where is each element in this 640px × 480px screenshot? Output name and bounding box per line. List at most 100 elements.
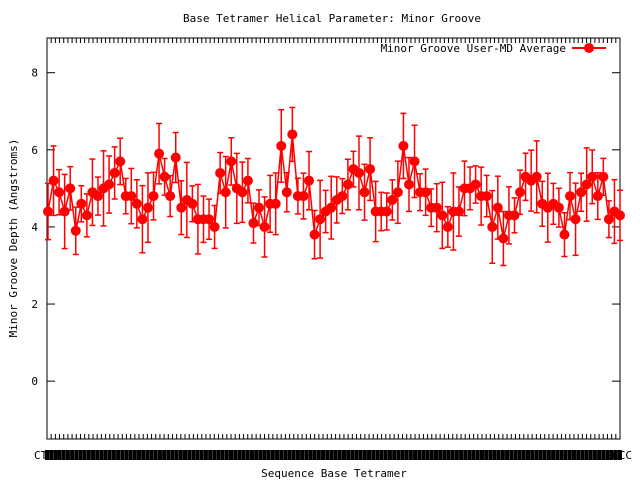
- x-tick-label-glyph: [224, 450, 229, 460]
- x-tick-label-glyph: [555, 450, 560, 460]
- series-minor-groove: [43, 106, 625, 267]
- x-tick-label-glyph: [70, 450, 75, 460]
- x-tick-label-glyph: [367, 450, 372, 460]
- x-tick-label-glyph: [613, 450, 618, 460]
- data-point: [170, 152, 181, 163]
- x-tick-label-glyph: [262, 450, 267, 460]
- data-point: [337, 191, 348, 202]
- x-tick-label-glyph: [425, 450, 430, 460]
- x-tick-label-glyph: [396, 450, 401, 460]
- x-tick-label-glyph: [220, 450, 225, 460]
- x-tick-label-glyph: [429, 450, 434, 460]
- chart-title: Base Tetramer Helical Parameter: Minor G…: [183, 12, 481, 25]
- x-tick-label-glyph: [216, 450, 221, 460]
- data-point: [515, 187, 526, 198]
- legend: Minor Groove User-MD Average: [381, 42, 606, 55]
- x-tick-label-glyph: [321, 450, 326, 460]
- x-tick-label-glyph: [111, 450, 116, 460]
- data-point: [104, 179, 115, 190]
- data-point: [109, 167, 120, 178]
- data-point: [204, 214, 215, 225]
- x-tick-label-glyph: [124, 450, 129, 460]
- x-tick-label-glyph: [86, 450, 91, 460]
- x-tick-label-glyph: [237, 450, 242, 460]
- x-tick-label-glyph: [82, 450, 87, 460]
- data-point: [70, 225, 81, 236]
- x-tick-label-glyph: [61, 450, 66, 460]
- x-tick-label-glyph: [567, 450, 572, 460]
- x-tick-label-glyph: [475, 450, 480, 460]
- x-tick-label-glyph: [433, 450, 438, 460]
- data-point: [248, 218, 259, 229]
- data-point: [137, 214, 148, 225]
- data-point: [353, 167, 364, 178]
- x-tick-label-glyph: [400, 450, 405, 460]
- x-tick-label-glyph: [408, 450, 413, 460]
- y-axis: 0 2 4 6 8: [31, 67, 620, 388]
- data-point: [437, 210, 448, 221]
- x-tick-label-glyph: [387, 450, 392, 460]
- x-tick-label-glyph: [534, 450, 539, 460]
- data-point: [498, 233, 509, 244]
- x-tick-label-glyph: [241, 450, 246, 460]
- x-tick-label-glyph: [618, 450, 622, 460]
- x-tick-label-glyph: [571, 450, 576, 460]
- data-point: [420, 187, 431, 198]
- x-tick-label-glyph: [341, 450, 346, 460]
- data-point: [59, 206, 70, 217]
- data-point: [481, 191, 492, 202]
- data-point: [226, 156, 237, 167]
- data-point: [287, 129, 298, 140]
- x-tick-label-glyph: [78, 450, 83, 460]
- data-point: [309, 229, 320, 240]
- x-axis-label: Sequence Base Tetramer: [261, 467, 407, 480]
- x-tick-label-glyph: [354, 450, 359, 460]
- x-tick-label-glyph: [530, 450, 535, 460]
- data-point: [131, 198, 142, 209]
- data-point: [259, 221, 270, 232]
- x-tick-label-glyph: [291, 450, 296, 460]
- x-tick-label-glyph: [563, 450, 568, 460]
- x-tick-label-glyph: [450, 450, 455, 460]
- x-tick-label-glyph: [588, 450, 593, 460]
- x-tick-label-glyph: [270, 450, 275, 460]
- x-tick-label-glyph: [300, 450, 305, 460]
- x-tick-label-glyph: [576, 450, 581, 460]
- x-tick-label-glyph: [199, 450, 204, 460]
- x-tick-label-glyph: [597, 450, 602, 460]
- data-point: [487, 221, 498, 232]
- data-point: [570, 214, 581, 225]
- x-tick-label-glyph: [170, 450, 175, 460]
- x-tick-label-glyph: [137, 450, 142, 460]
- x-tick-label-glyph: [392, 450, 397, 460]
- x-tick-label-glyph: [266, 450, 271, 460]
- y-tick-label: 8: [31, 67, 38, 80]
- data-point: [165, 191, 176, 202]
- x-tick-label-glyph: [174, 450, 179, 460]
- x-tick-label-glyph: [95, 450, 100, 460]
- data-point: [242, 175, 253, 186]
- x-tick-label-glyph: [183, 450, 188, 460]
- x-tick-label-glyph: [605, 450, 610, 460]
- data-point: [392, 187, 403, 198]
- x-last-tick-label: GCCC: [606, 449, 633, 462]
- data-point: [509, 210, 520, 221]
- x-tick-label-glyph: [107, 450, 112, 460]
- x-tick-label-glyph: [446, 450, 451, 460]
- data-point: [43, 206, 53, 217]
- x-tick-label-glyph: [120, 450, 125, 460]
- x-tick-label-glyph: [346, 450, 351, 460]
- x-tick-label-glyph: [371, 450, 376, 460]
- x-tick-label-glyph: [325, 450, 330, 460]
- x-tick-label-glyph: [141, 450, 146, 460]
- x-tick-label-glyph: [116, 450, 121, 460]
- x-tick-label-glyph: [229, 450, 234, 460]
- x-tick-label-glyph: [233, 450, 238, 460]
- x-tick-label-glyph: [521, 450, 526, 460]
- data-point: [359, 187, 370, 198]
- x-tick-label-glyph: [592, 450, 597, 460]
- x-tick-label-glyph: [379, 450, 384, 460]
- x-tick-label-glyph: [463, 450, 468, 460]
- data-point: [126, 191, 137, 202]
- x-tick-label-glyph: [471, 450, 476, 460]
